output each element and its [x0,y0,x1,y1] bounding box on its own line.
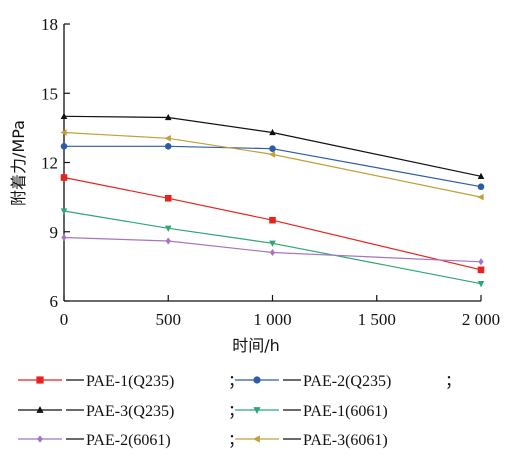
legend-marker [36,406,44,413]
data-point [269,145,276,152]
legend-separator: ； [228,432,244,449]
data-point [164,113,172,121]
y-tick-label: 18 [41,15,58,34]
legend: PAE-1(Q235)； PAE-2(Q235) ；PAE-3(Q235)； PAE-… [18,373,461,449]
y-axis-title: 附着力/MPa [9,120,28,206]
series [60,143,485,191]
y-tick-label: 6 [50,292,59,311]
data-point [61,234,67,241]
legend-marker [253,376,261,384]
legend-label: PAE-2(Q235) [303,373,391,390]
series [61,234,484,266]
series [60,208,485,288]
data-point [60,174,68,181]
data-point [477,281,485,288]
data-point [164,194,172,202]
data-point [164,143,172,150]
data-point [60,143,68,150]
data-point [269,216,276,224]
legend-item: PAE-3(Q235) ； [18,403,244,420]
x-tick-label: 2 000 [462,310,500,329]
legend-separator: ； [228,403,244,420]
legend-item: PAE-2(6061) ； [18,432,244,449]
y-tick-label: 15 [41,84,58,103]
data-point [477,193,484,201]
data-point [269,128,276,136]
legend-separator: ； [228,373,244,390]
x-tick-label: 1 500 [358,310,396,329]
series-line [63,236,482,263]
legend-marker [253,435,260,443]
legend-label: PAE-1(Q235) [86,373,174,390]
data-point [269,240,276,247]
legend-marker [36,376,44,384]
legend-item: PAE-1(6061) [235,403,388,420]
data-point [165,237,171,245]
data-point [268,151,276,158]
data-point [477,183,485,191]
legend-item: PAE-2(Q235) ； [235,373,461,390]
y-tick-label: 9 [50,223,59,242]
series [60,129,484,201]
x-tick-label: 1 000 [253,310,291,329]
data-point [477,172,485,179]
series-line [63,176,482,271]
legend-item: PAE-3(6061) [235,432,388,449]
data-point [60,112,68,119]
x-tick-label: 0 [60,310,69,329]
legend-label: PAE-1(6061) [303,403,388,420]
series [60,112,485,179]
legend-label: PAE-3(6061) [303,432,388,449]
x-ticks: 0 500 1 000 1 500 2 000 [60,295,500,329]
x-tick-label: 500 [156,310,182,329]
x-axis-title: 时间/h [232,336,280,355]
series-line [64,145,482,188]
data-point [60,129,67,136]
legend-marker [37,435,43,443]
series [60,174,485,274]
y-ticks: 6 9 12 15 18 [41,15,70,311]
legend-marker [253,407,261,414]
series-line [63,115,482,177]
data-point [164,225,172,232]
legend-separator: ； [445,373,461,390]
series-line [63,210,482,285]
data-point [60,208,68,215]
data-point [164,134,171,142]
y-tick-label: 12 [41,154,58,173]
data-point [478,258,484,266]
legend-label: PAE-3(Q235) [86,403,174,420]
legend-item: PAE-1(Q235) ； [18,373,244,390]
series-layer [60,112,485,288]
data-point [477,266,485,274]
legend-label: PAE-2(6061) [86,432,171,449]
data-point [269,249,276,256]
series-line [63,131,482,198]
